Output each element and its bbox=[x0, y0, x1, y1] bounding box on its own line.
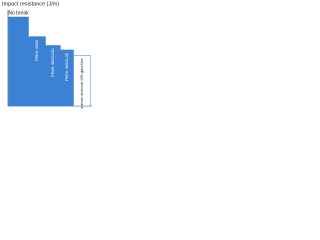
bar bbox=[73, 55, 91, 107]
bar bbox=[8, 16, 29, 107]
bar-label: Polyetherimide reinforced 30% glass fibr… bbox=[80, 58, 84, 109]
annotation: No break bbox=[8, 10, 29, 16]
chart: Impact resistance (J/m) No break PEEK 450… bbox=[2, 1, 92, 109]
bar-label: PEEK 450G bbox=[34, 40, 39, 62]
bar-label: PEEK 450GL30 bbox=[64, 52, 69, 81]
chart-title: Impact resistance (J/m) bbox=[2, 1, 59, 7]
bar-label: PEEK 450CA30 bbox=[50, 48, 55, 77]
